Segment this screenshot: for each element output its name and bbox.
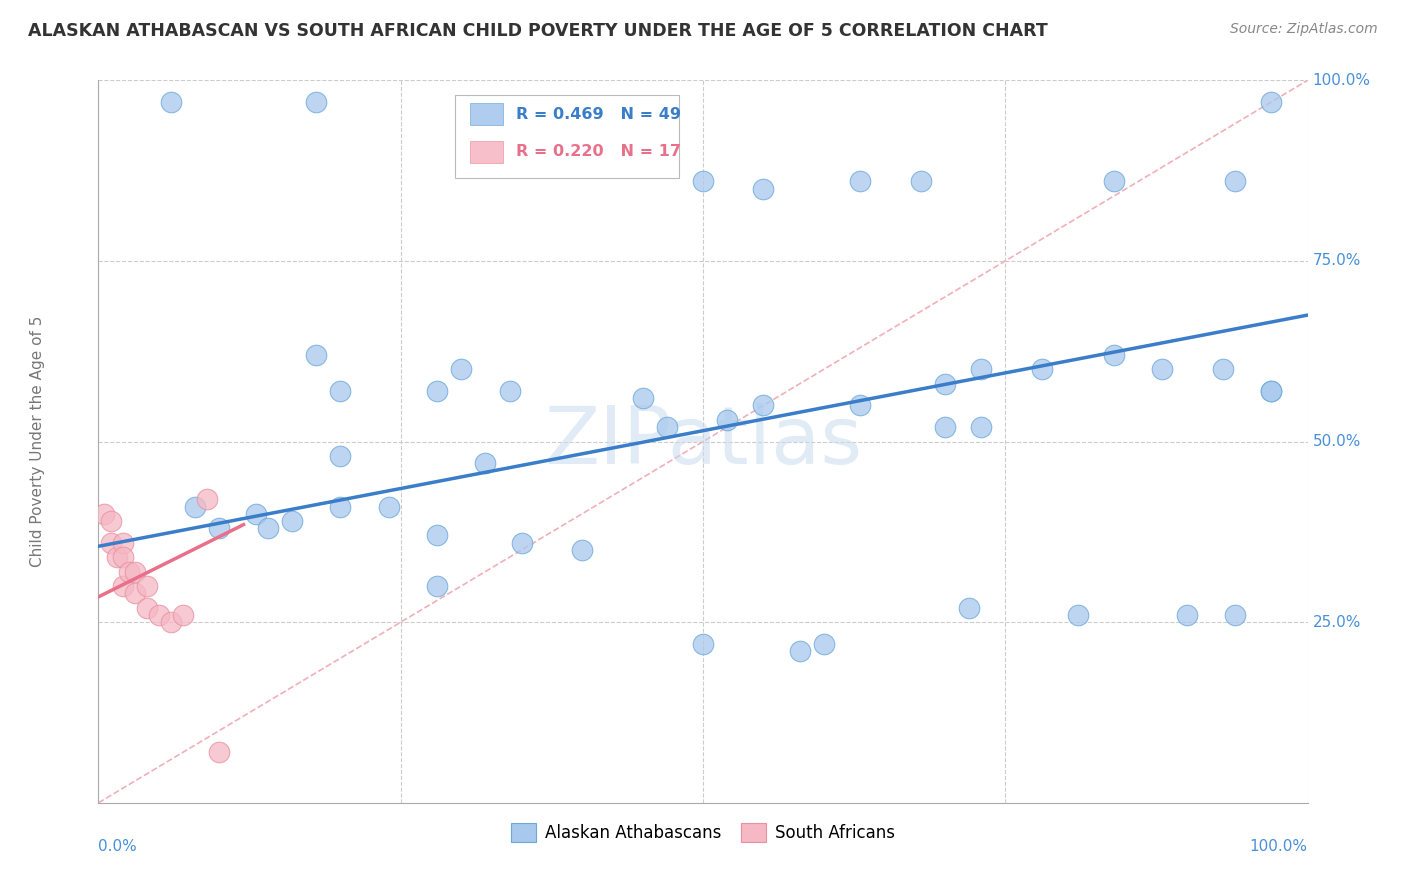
Point: [124, 565, 146, 579]
Text: 0.0%: 0.0%: [98, 838, 138, 854]
Text: Source: ZipAtlas.com: Source: ZipAtlas.com: [1230, 22, 1378, 37]
Point: [256, 521, 278, 535]
Point: [1152, 362, 1174, 376]
Point: [184, 500, 207, 514]
Point: [1260, 95, 1282, 109]
Point: [100, 514, 122, 528]
Point: [510, 535, 533, 549]
Point: [281, 514, 304, 528]
Text: R = 0.469   N = 49: R = 0.469 N = 49: [516, 107, 681, 121]
Point: [1212, 362, 1234, 376]
Point: [849, 398, 872, 412]
Point: [124, 586, 146, 600]
Text: ALASKAN ATHABASCAN VS SOUTH AFRICAN CHILD POVERTY UNDER THE AGE OF 5 CORRELATION: ALASKAN ATHABASCAN VS SOUTH AFRICAN CHIL…: [28, 22, 1047, 40]
Point: [377, 500, 399, 514]
Point: [716, 413, 738, 427]
Point: [655, 420, 678, 434]
Point: [118, 565, 141, 579]
Point: [813, 637, 835, 651]
Text: 75.0%: 75.0%: [1312, 253, 1361, 268]
Point: [245, 507, 267, 521]
Point: [970, 420, 993, 434]
Point: [426, 528, 449, 542]
Point: [329, 449, 352, 463]
Text: Child Poverty Under the Age of 5: Child Poverty Under the Age of 5: [31, 316, 45, 567]
Point: [1067, 607, 1090, 622]
Point: [105, 550, 128, 565]
Point: [329, 500, 352, 514]
Point: [426, 384, 449, 398]
Legend: Alaskan Athabascans, South Africans: Alaskan Athabascans, South Africans: [505, 816, 901, 848]
Point: [148, 607, 170, 622]
Point: [631, 391, 654, 405]
Point: [498, 384, 520, 398]
Point: [195, 492, 218, 507]
Text: 50.0%: 50.0%: [1312, 434, 1361, 449]
Point: [1031, 362, 1053, 376]
FancyBboxPatch shape: [470, 103, 503, 125]
Point: [450, 362, 472, 376]
Point: [305, 95, 328, 109]
Text: 25.0%: 25.0%: [1312, 615, 1361, 630]
Text: 100.0%: 100.0%: [1312, 73, 1371, 87]
Point: [934, 420, 956, 434]
Point: [426, 579, 449, 593]
Point: [208, 521, 231, 535]
Point: [1223, 607, 1246, 622]
Point: [692, 637, 714, 651]
Point: [93, 507, 115, 521]
Point: [1260, 384, 1282, 398]
Point: [571, 542, 593, 557]
Point: [957, 600, 980, 615]
Point: [111, 550, 134, 565]
Point: [1102, 348, 1125, 362]
Point: [160, 615, 183, 630]
Point: [329, 384, 352, 398]
Point: [849, 174, 872, 188]
Text: 100.0%: 100.0%: [1250, 838, 1308, 854]
Point: [692, 174, 714, 188]
FancyBboxPatch shape: [470, 141, 503, 162]
Point: [111, 579, 134, 593]
Point: [135, 600, 157, 615]
Point: [160, 95, 183, 109]
Point: [100, 535, 122, 549]
Point: [135, 579, 157, 593]
Point: [1260, 384, 1282, 398]
Point: [305, 348, 328, 362]
Point: [1175, 607, 1198, 622]
Point: [910, 174, 932, 188]
Point: [752, 398, 775, 412]
Point: [970, 362, 993, 376]
Point: [1102, 174, 1125, 188]
Text: ZIPatlas: ZIPatlas: [544, 402, 862, 481]
Text: R = 0.220   N = 17: R = 0.220 N = 17: [516, 145, 681, 160]
Point: [752, 182, 775, 196]
FancyBboxPatch shape: [456, 95, 679, 178]
Point: [934, 376, 956, 391]
Point: [172, 607, 194, 622]
Point: [1223, 174, 1246, 188]
Point: [474, 456, 496, 470]
Point: [789, 644, 811, 658]
Point: [208, 745, 231, 759]
Point: [111, 535, 134, 549]
